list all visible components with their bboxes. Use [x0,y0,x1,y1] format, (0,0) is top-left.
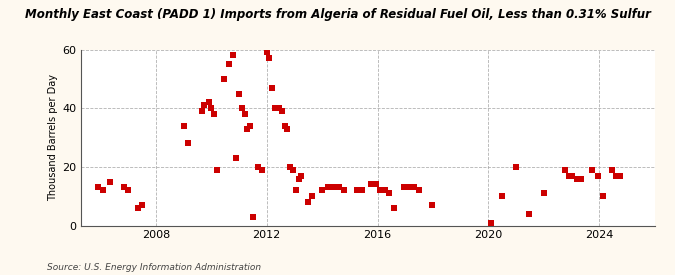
Point [523,211,534,216]
Point [178,123,189,128]
Point [196,109,207,113]
Text: Monthly East Coast (PADD 1) Imports from Algeria of Residual Fuel Oil, Less than: Monthly East Coast (PADD 1) Imports from… [24,8,651,21]
Point [587,167,598,172]
Point [206,106,217,110]
Point [92,185,103,189]
Point [274,106,285,110]
Point [389,206,400,210]
Point [328,185,339,189]
Point [379,188,390,192]
Point [572,176,583,181]
Point [253,165,264,169]
Point [365,182,376,187]
Point [404,185,415,189]
Point [357,188,368,192]
Point [611,174,622,178]
Point [539,191,549,196]
Point [242,126,252,131]
Point [209,112,219,116]
Point [511,165,522,169]
Point [277,109,288,113]
Point [303,200,314,204]
Point [182,141,193,145]
Point [371,182,381,187]
Point [234,91,244,96]
Point [224,62,235,66]
Point [375,188,385,192]
Point [615,174,626,178]
Point [352,188,362,192]
Point [293,176,304,181]
Point [279,123,290,128]
Point [497,194,508,198]
Point [598,194,609,198]
Y-axis label: Thousand Barrels per Day: Thousand Barrels per Day [48,74,58,201]
Point [282,126,293,131]
Point [288,167,298,172]
Point [576,176,587,181]
Point [136,203,147,207]
Point [231,156,242,160]
Point [307,194,318,198]
Point [105,179,115,184]
Point [414,188,425,192]
Point [269,106,280,110]
Point [264,56,275,60]
Point [203,100,214,104]
Point [285,165,296,169]
Point [267,86,277,90]
Point [248,214,259,219]
Point [261,50,272,55]
Point [383,191,394,196]
Text: Source: U.S. Energy Information Administration: Source: U.S. Energy Information Administ… [47,263,261,272]
Point [322,185,333,189]
Point [339,188,350,192]
Point [296,174,306,178]
Point [239,112,250,116]
Point [398,185,409,189]
Point [333,185,344,189]
Point [98,188,109,192]
Point [218,77,229,81]
Point [123,188,134,192]
Point [560,167,570,172]
Point [426,203,437,207]
Point [486,220,497,225]
Point [199,103,210,108]
Point [244,123,255,128]
Point [290,188,301,192]
Point [236,106,247,110]
Point [566,174,577,178]
Point [564,174,574,178]
Point [211,167,222,172]
Point [132,206,143,210]
Point [227,53,238,57]
Point [119,185,130,189]
Point [317,188,327,192]
Point [408,185,419,189]
Point [606,167,617,172]
Point [593,174,603,178]
Point [256,167,267,172]
